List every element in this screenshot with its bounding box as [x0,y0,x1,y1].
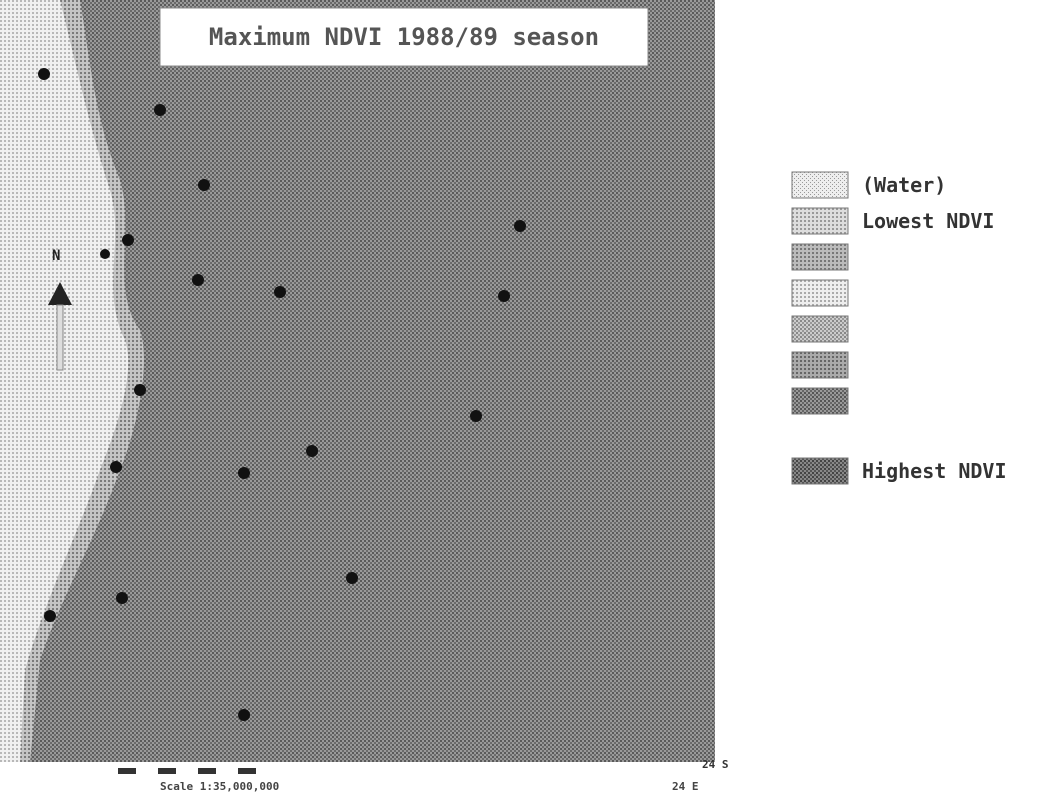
legend-swatch [791,243,849,271]
town [238,709,250,721]
legend-swatch [791,207,849,235]
legend-swatch [791,279,849,307]
town [238,467,250,479]
town [274,286,286,298]
town [470,410,482,422]
town [154,104,166,116]
water [0,0,129,762]
scale-segment [238,768,256,774]
latitude-label: 24 S [702,758,729,771]
town [192,274,204,286]
town [198,179,210,191]
legend-label: Highest NDVI [862,459,1007,483]
scale-bar [118,768,256,774]
town [134,384,146,396]
town [38,68,50,80]
longitude-label: 24 E [672,780,699,793]
scale-segment [118,768,136,774]
town [498,290,510,302]
town [346,572,358,584]
town [100,249,110,259]
scale-segment [198,768,216,774]
legend-swatch [791,457,849,485]
legend-swatch [791,315,849,343]
town [110,461,122,473]
north-arrow-shaft [56,304,64,371]
map-area: Maximum NDVI 1988/89 season N Scale 1:35… [0,0,729,793]
legend: (Water) Lowest NDVI Highest NDVI [791,171,1007,485]
legend-label: (Water) [862,173,946,197]
north-arrow-head [48,282,72,305]
legend-swatch [791,351,849,379]
scale-segment [158,768,176,774]
legend-swatch [791,387,849,415]
town [514,220,526,232]
town-markers [38,68,526,721]
legend-label: Lowest NDVI [862,209,994,233]
title-box [159,7,649,67]
town [116,592,128,604]
town [122,234,134,246]
map-title: Maximum NDVI 1988/89 season [209,23,599,51]
legend-swatch [791,171,849,199]
town [44,610,56,622]
town [306,445,318,457]
north-label: N [52,248,60,264]
scale-label: Scale 1:35,000,000 [160,780,279,793]
